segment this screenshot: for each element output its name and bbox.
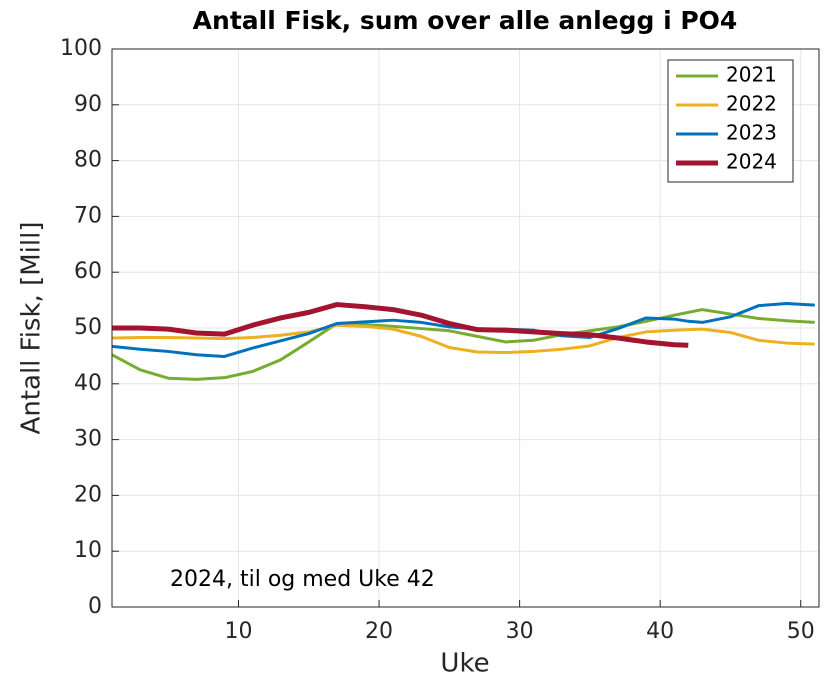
x-tick-label: 20 [365,619,393,644]
y-tick-label: 60 [74,259,102,284]
annotation: 2024, til og med Uke 42 [170,567,435,592]
y-tick-label: 0 [88,594,102,619]
legend-label: 2024 [726,150,777,174]
x-axis-label: Uke [440,649,489,679]
y-tick-label: 20 [74,482,102,507]
y-tick-label: 50 [74,315,102,340]
legend-label: 2023 [726,121,777,145]
y-tick-label: 100 [60,36,102,61]
x-tick-label: 30 [506,619,534,644]
series-line [111,323,815,355]
series-line [112,302,689,348]
y-tick-label: 90 [74,92,102,117]
y-tick-label: 10 [74,538,102,563]
y-tick-label: 70 [74,203,102,228]
y-axis-label: Antall Fisk, [Mill] [17,222,47,435]
x-tick-label: 50 [787,619,815,644]
series-line [111,308,815,381]
legend-box [667,59,794,183]
x-tick-label: 40 [646,619,674,644]
chart-title: Antall Fisk, sum over alle anlegg i PO4 [193,6,738,35]
y-tick-label: 30 [74,427,102,452]
y-tick-label: 80 [74,148,102,173]
plot-frame [111,48,820,608]
y-tick-label: 40 [74,371,102,396]
x-tick-label: 10 [225,619,253,644]
legend-label: 2021 [726,63,777,87]
legend-label: 2022 [726,92,777,116]
